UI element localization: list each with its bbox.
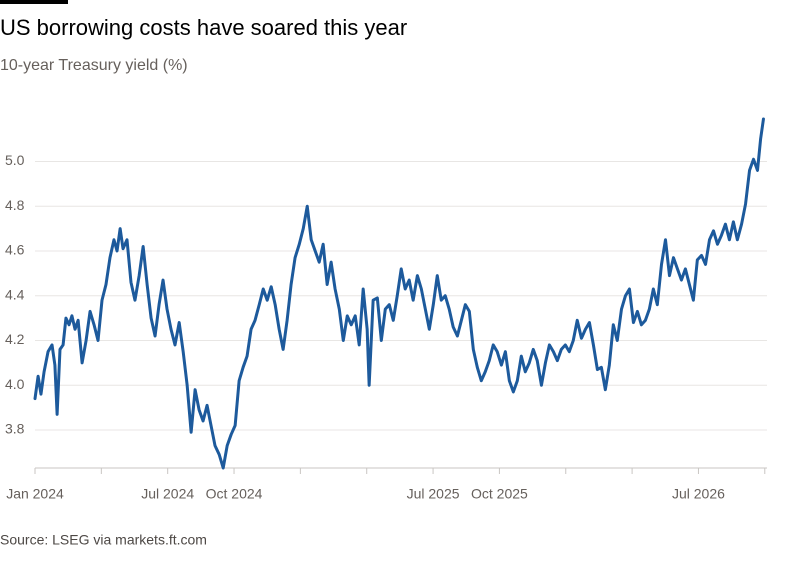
x-tick-label: Oct 2024 (206, 486, 263, 502)
y-tick-label: 4.0 (5, 376, 25, 392)
y-tick-label: 3.8 (5, 421, 25, 437)
x-tick-label: Jul 2026 (672, 486, 725, 502)
line-series (33, 117, 765, 470)
chart-subtitle: 10-year Treasury yield (%) (0, 57, 188, 74)
brand-bar (0, 0, 68, 4)
x-tick-label: Jul 2024 (141, 486, 194, 502)
chart-title: US borrowing costs have soared this year (0, 15, 407, 40)
y-tick-label: 4.2 (5, 331, 25, 347)
source-note: Source: LSEG via markets.ft.com (0, 532, 207, 548)
x-tick-label: Jul 2025 (407, 486, 460, 502)
y-tick-label: 4.8 (5, 197, 25, 213)
y-tick-label: 4.6 (5, 242, 25, 258)
x-tick-label: Jan 2024 (6, 486, 64, 502)
y-tick-label: 5.0 (5, 152, 25, 168)
y-tick-label: 4.4 (5, 286, 25, 302)
x-tick-label: Oct 2025 (471, 486, 528, 502)
